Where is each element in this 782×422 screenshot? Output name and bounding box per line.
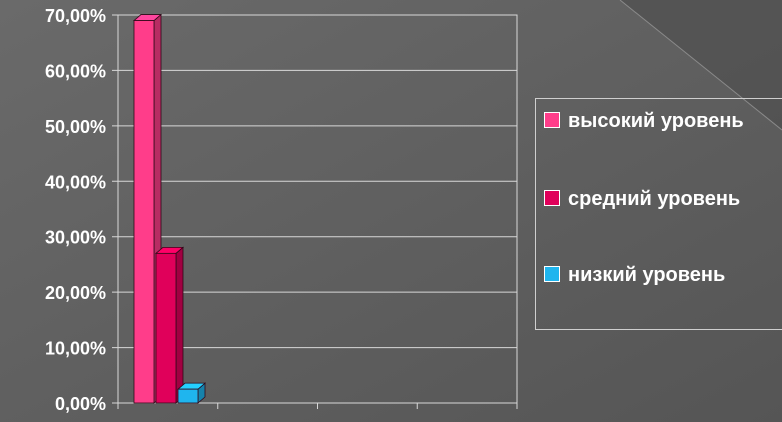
y-tick-label: 50,00% (45, 117, 106, 137)
legend-item-high: высокий уровень (544, 107, 773, 135)
bar-2 (154, 246, 185, 404)
legend-label-high: высокий уровень (568, 110, 744, 132)
legend-swatch-low (544, 266, 560, 282)
bar-3 (176, 382, 207, 404)
legend-swatch-medium (544, 190, 560, 206)
bar-1 (132, 13, 163, 404)
y-tick-label: 60,00% (45, 61, 106, 81)
legend-item-low: низкий уровень (544, 261, 773, 289)
legend-item-medium: средний уровень (544, 185, 773, 213)
y-tick-label: 30,00% (45, 228, 106, 248)
chart-legend: высокий уровень средний уровень низкий у… (535, 98, 782, 330)
legend-label-medium: средний уровень (568, 188, 741, 210)
y-tick-label: 0,00% (55, 394, 106, 414)
y-tick-label: 20,00% (45, 283, 106, 303)
legend-label-low: низкий уровень (568, 264, 726, 286)
y-tick-label: 70,00% (45, 6, 106, 26)
y-tick-label: 10,00% (45, 339, 106, 359)
y-tick-label: 40,00% (45, 172, 106, 192)
legend-swatch-high (544, 112, 560, 128)
